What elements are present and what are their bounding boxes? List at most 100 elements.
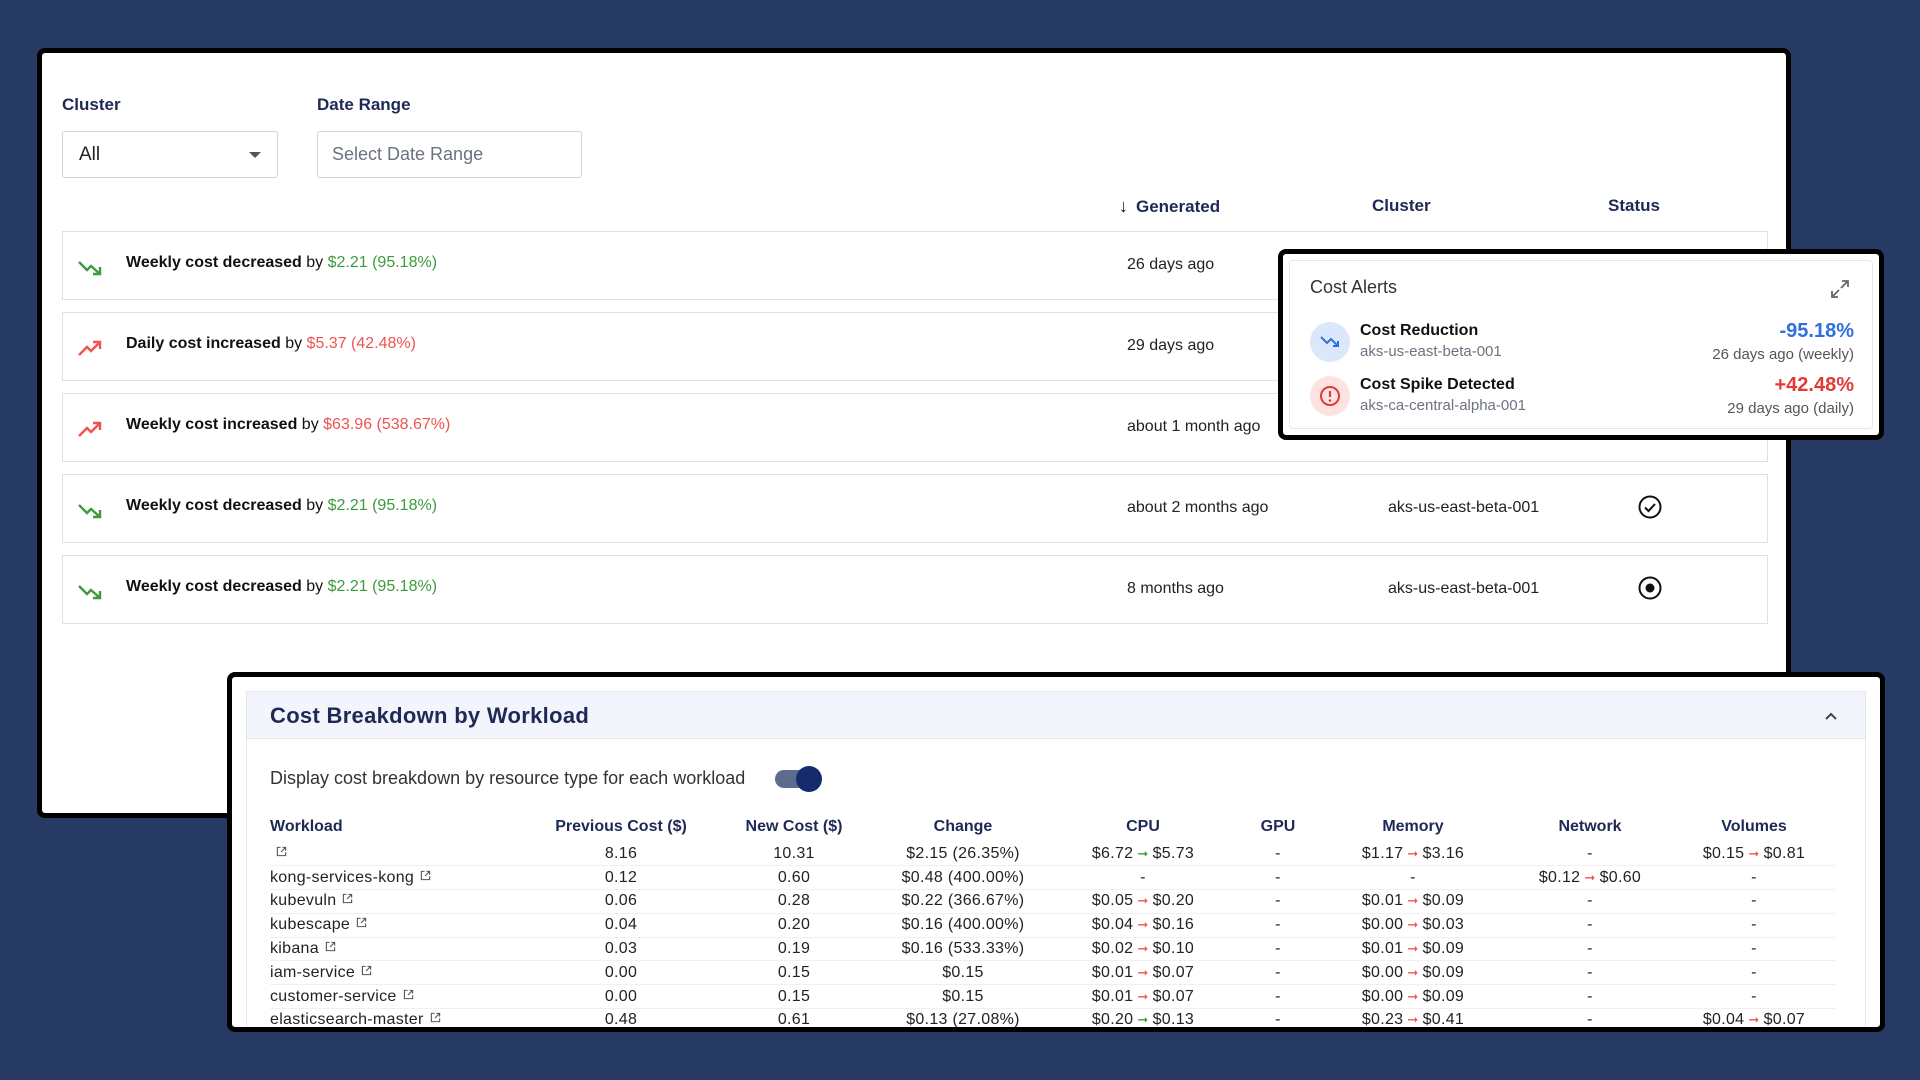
new-value: $0.81 <box>1763 844 1806 862</box>
workload-cell: customer-service <box>270 984 532 1010</box>
volumes-cost-cell: - <box>1672 913 1836 938</box>
resource-breakdown-toggle[interactable] <box>775 765 823 792</box>
column-header-new-cost[interactable]: New Cost ($) <box>745 817 843 835</box>
cost-alerts-card: Cost Alerts Cost Reduction aks-us-east-b… <box>1278 249 1884 440</box>
cpu-cost-cell: $0.02 ➞ $0.10 <box>1048 937 1238 962</box>
trend-down-icon <box>75 495 105 525</box>
table-row[interactable]: kong-services-kong 0.12 0.60 $0.48 (400.00%… <box>270 865 1836 891</box>
change-cell: $2.15 (26.35%) <box>878 842 1048 867</box>
cost-alert-time: 26 days ago (weekly) <box>1712 346 1854 363</box>
external-link-icon[interactable] <box>361 965 372 976</box>
column-header-cluster[interactable]: Cluster <box>1372 196 1431 215</box>
arrow-up-right-icon: ➞ <box>1137 964 1149 980</box>
column-header-memory[interactable]: Memory <box>1382 817 1444 835</box>
external-link-icon[interactable] <box>356 917 367 928</box>
new-cost-cell: 0.20 <box>710 913 878 938</box>
external-link-icon[interactable] <box>325 941 336 952</box>
alert-generated: 8 months ago <box>1127 580 1224 597</box>
table-row[interactable]: kibana 0.03 0.19 $0.16 (533.33%) $0.02 ➞ $0.10… <box>270 937 1836 962</box>
old-value: $0.05 <box>1091 892 1134 910</box>
cluster-select[interactable]: All <box>62 131 278 178</box>
arrow-up-right-icon: ➞ <box>1407 845 1419 861</box>
external-link-icon[interactable] <box>342 893 353 904</box>
new-value: $0.09 <box>1422 892 1465 910</box>
volumes-cost-cell: $0.04 ➞ $0.07 <box>1672 1008 1836 1029</box>
check-circle-icon[interactable] <box>1637 494 1663 520</box>
new-cost-cell: 0.19 <box>710 937 878 962</box>
alert-message: Weekly cost decreased by $2.21 (95.18%) <box>126 497 437 515</box>
alert-cluster: aks-us-east-beta-001 <box>1388 499 1540 516</box>
network-cost-cell: - <box>1508 1008 1672 1027</box>
column-header-volumes[interactable]: Volumes <box>1721 817 1787 835</box>
column-header-workload[interactable]: Workload <box>270 817 343 835</box>
table-row[interactable]: elasticsearch-master 0.48 0.61 $0.13 (27.08… <box>270 1008 1836 1029</box>
workload-name: kubescape <box>270 916 351 934</box>
cost-alert-item-reduction[interactable]: Cost Reduction aks-us-east-beta-001 -95.… <box>1310 316 1854 366</box>
change-cell: $0.22 (366.67%) <box>878 889 1048 914</box>
new-cost-cell: 0.28 <box>710 889 878 914</box>
column-header-previous-cost[interactable]: Previous Cost ($) <box>555 817 687 835</box>
volumes-cost-cell: - <box>1672 889 1836 914</box>
alert-row[interactable]: Weekly cost decreased by $2.21 (95.18%) … <box>62 474 1768 543</box>
table-row[interactable]: customer-service 0.00 0.15 $0.15 $0.01 ➞ $0.07… <box>270 984 1836 1010</box>
table-row[interactable]: kubescape 0.04 0.20 $0.16 (400.00%) $0.04 ➞ $0… <box>270 913 1836 938</box>
external-link-icon[interactable] <box>276 846 287 857</box>
alert-amount: $2.21 (95.18%) <box>327 578 438 595</box>
cost-breakdown-header[interactable]: Cost Breakdown by Workload <box>247 692 1865 739</box>
workload-name: kubevuln <box>270 892 337 910</box>
external-link-icon[interactable] <box>403 989 414 1000</box>
previous-cost-cell: 0.06 <box>532 889 710 914</box>
previous-cost-cell: 0.03 <box>532 937 710 962</box>
workload-name: kibana <box>270 940 319 958</box>
expand-icon[interactable] <box>1830 279 1850 299</box>
table-row[interactable]: kubevuln 0.06 0.28 $0.22 (366.67%) $0.05 ➞ $0.… <box>270 889 1836 914</box>
gpu-cost-cell: - <box>1238 913 1318 938</box>
column-header-generated-label: Generated <box>1136 196 1221 216</box>
old-value: $0.02 <box>1091 940 1134 958</box>
cluster-filter-label: Cluster <box>62 95 121 114</box>
table-row[interactable]: iam-service 0.00 0.15 $0.15 $0.01 ➞ $0.07- $0.0… <box>270 960 1836 986</box>
previous-cost-cell: 0.04 <box>532 913 710 938</box>
column-header-change[interactable]: Change <box>933 817 993 835</box>
old-value: $0.12 <box>1538 868 1581 886</box>
arrow-up-right-icon: ➞ <box>1748 1012 1760 1028</box>
gpu-cost-cell: - <box>1238 937 1318 962</box>
change-cell: $0.15 <box>878 984 1048 1010</box>
column-header-generated[interactable]: ↓ Generated <box>1119 196 1220 217</box>
date-range-input[interactable] <box>317 131 582 178</box>
new-cost-cell: 0.61 <box>710 1008 878 1027</box>
new-value: $0.03 <box>1422 916 1465 934</box>
workload-cell: iam-service <box>270 960 532 986</box>
memory-cost-cell: $0.00 ➞ $0.09 <box>1318 960 1508 986</box>
external-link-icon[interactable] <box>420 870 431 881</box>
network-cost-cell: - <box>1508 842 1672 867</box>
alert-amount: $5.37 (42.48%) <box>306 335 416 352</box>
column-header-gpu[interactable]: GPU <box>1260 817 1296 835</box>
memory-cost-cell: $0.00 ➞ $0.09 <box>1318 984 1508 1010</box>
new-value: $0.10 <box>1152 940 1195 958</box>
arrow-up-right-icon: ➞ <box>1137 941 1149 957</box>
column-header-cpu[interactable]: CPU <box>1126 817 1160 835</box>
alert-row[interactable]: Weekly cost decreased by $2.21 (95.18%) … <box>62 555 1768 624</box>
arrow-up-right-icon: ➞ <box>1407 1012 1419 1028</box>
old-value: $0.00 <box>1361 987 1404 1005</box>
old-value: $0.04 <box>1702 1011 1745 1029</box>
cost-alert-item-spike[interactable]: Cost Spike Detected aks-ca-central-alpha… <box>1310 370 1854 420</box>
chevron-up-icon[interactable] <box>1823 708 1839 724</box>
date-range-label: Date Range <box>317 95 411 114</box>
gpu-cost-cell: - <box>1238 984 1318 1010</box>
network-cost-cell: - <box>1508 960 1672 986</box>
previous-cost-cell: 8.16 <box>532 842 710 867</box>
gpu-cost-cell: - <box>1238 865 1318 891</box>
column-header-status[interactable]: Status <box>1608 196 1660 215</box>
arrow-up-right-icon: ➞ <box>1137 988 1149 1004</box>
table-row[interactable]: 8.16 10.31 $2.15 (26.35%) $6.72 ➞ $5.73- $1.17… <box>270 842 1836 867</box>
radio-circle-icon[interactable] <box>1637 575 1663 601</box>
column-header-network[interactable]: Network <box>1558 817 1622 835</box>
arrow-up-right-icon: ➞ <box>1407 917 1419 933</box>
change-cell: $0.48 (400.00%) <box>878 865 1048 891</box>
alert-message: Weekly cost decreased by $2.21 (95.18%) <box>126 254 437 272</box>
external-link-icon[interactable] <box>430 1012 441 1023</box>
trend-down-icon <box>75 576 105 606</box>
cost-breakdown-title: Cost Breakdown by Workload <box>270 703 590 728</box>
